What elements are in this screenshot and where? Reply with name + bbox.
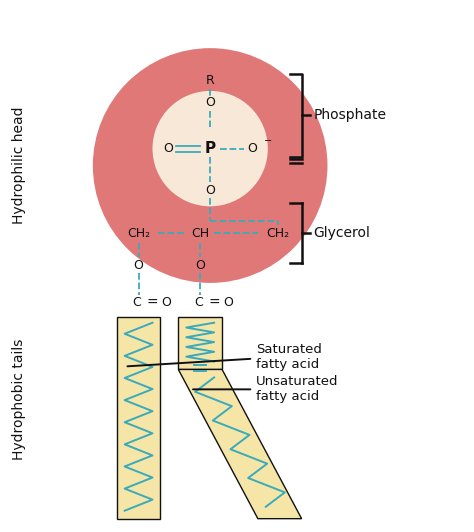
Text: O: O	[164, 142, 173, 155]
Text: O: O	[195, 259, 205, 271]
Text: Unsaturated
fatty acid: Unsaturated fatty acid	[193, 376, 338, 403]
Text: O: O	[205, 96, 215, 110]
Text: P: P	[205, 141, 216, 156]
Text: O: O	[134, 259, 144, 271]
Polygon shape	[178, 369, 301, 519]
Bar	[117, 317, 161, 519]
Text: O: O	[223, 296, 233, 309]
Circle shape	[93, 48, 328, 283]
Text: Hydrophobic tails: Hydrophobic tails	[12, 338, 26, 460]
Text: CH₂: CH₂	[266, 227, 289, 240]
Text: C: C	[194, 296, 202, 309]
Circle shape	[153, 91, 268, 206]
Text: Phosphate: Phosphate	[313, 109, 387, 122]
Text: =: =	[208, 296, 220, 310]
Bar	[178, 317, 222, 369]
Text: CH: CH	[191, 227, 210, 240]
Text: −: −	[264, 136, 272, 146]
Text: Saturated
fatty acid: Saturated fatty acid	[128, 343, 322, 370]
Text: O: O	[205, 184, 215, 197]
Text: O: O	[162, 296, 172, 309]
Text: CH₂: CH₂	[127, 227, 150, 240]
Text: C: C	[132, 296, 141, 309]
Text: =: =	[146, 296, 158, 310]
Text: O: O	[247, 142, 257, 155]
Text: Hydrophilic head: Hydrophilic head	[12, 107, 26, 225]
Text: Glycerol: Glycerol	[313, 226, 370, 240]
Text: R: R	[206, 74, 215, 87]
